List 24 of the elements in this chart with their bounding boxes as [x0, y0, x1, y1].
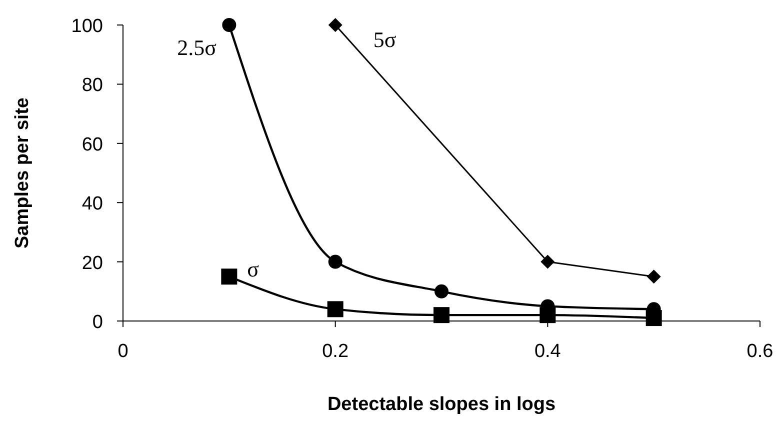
point	[540, 254, 555, 269]
point	[327, 301, 344, 318]
x-tick-label: 0.2	[322, 341, 349, 362]
point	[222, 18, 236, 32]
y-tick-label: 40	[82, 194, 103, 215]
point	[328, 254, 342, 269]
series-label: σ	[247, 256, 260, 282]
y-tick-label: 0	[92, 312, 103, 333]
point	[434, 307, 450, 324]
point	[328, 18, 342, 32]
y-tick-label: 20	[82, 252, 103, 274]
y-tick-label: 100	[71, 16, 103, 37]
x-tick-label: 0.4	[534, 341, 562, 362]
y-axis-title: Samples per site	[12, 97, 33, 249]
x-tick-label: 0.6	[746, 341, 774, 362]
x-axis-title: Detectable slopes in logs	[327, 394, 556, 415]
point	[434, 284, 448, 298]
series-label: 2.5σ	[177, 35, 217, 60]
series-label: 5σ	[373, 27, 396, 52]
y-tick-label: 60	[82, 134, 103, 156]
point	[646, 270, 661, 284]
x-tick-label: 0	[118, 341, 128, 362]
y-tick-label: 80	[82, 75, 103, 96]
point	[221, 268, 238, 285]
